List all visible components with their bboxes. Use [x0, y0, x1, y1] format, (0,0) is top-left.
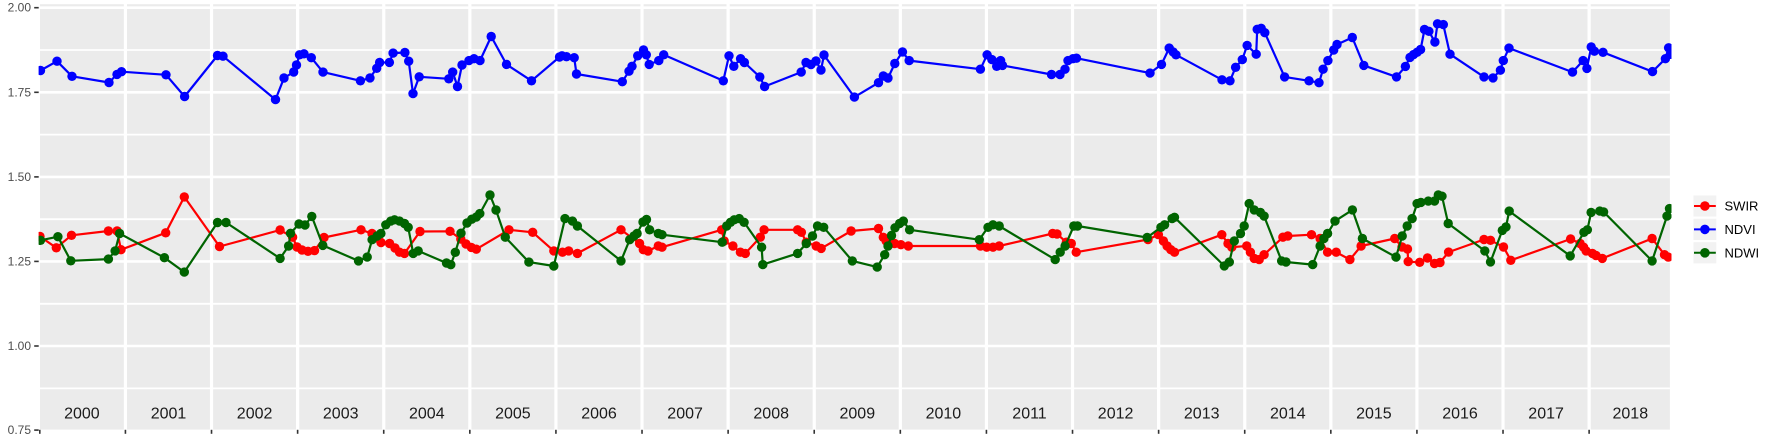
svg-text:2015: 2015 [1356, 406, 1392, 423]
svg-text:2012: 2012 [1098, 406, 1134, 423]
svg-text:1.75: 1.75 [8, 85, 32, 99]
svg-text:SWIR: SWIR [1725, 199, 1759, 214]
svg-text:2013: 2013 [1184, 406, 1220, 423]
svg-text:1.50: 1.50 [8, 170, 32, 184]
svg-text:2001: 2001 [151, 406, 187, 423]
svg-text:2004: 2004 [409, 406, 445, 423]
svg-text:2014: 2014 [1270, 406, 1306, 423]
svg-text:2002: 2002 [237, 406, 273, 423]
svg-text:NDVI: NDVI [1725, 222, 1756, 237]
svg-text:2.00: 2.00 [8, 1, 32, 15]
svg-text:2010: 2010 [926, 406, 962, 423]
svg-text:2000: 2000 [64, 406, 100, 423]
svg-text:2017: 2017 [1528, 406, 1564, 423]
svg-text:2006: 2006 [581, 406, 617, 423]
svg-text:2016: 2016 [1442, 406, 1478, 423]
svg-text:2011: 2011 [1012, 406, 1047, 423]
svg-text:2009: 2009 [840, 406, 876, 423]
svg-text:2005: 2005 [495, 406, 531, 423]
svg-text:NDWI: NDWI [1725, 245, 1760, 260]
svg-text:1.25: 1.25 [8, 254, 32, 268]
svg-text:1.00: 1.00 [8, 339, 32, 353]
svg-text:2007: 2007 [667, 406, 703, 423]
svg-text:2003: 2003 [323, 406, 359, 423]
svg-text:2008: 2008 [753, 406, 789, 423]
svg-text:0.75: 0.75 [8, 423, 32, 437]
svg-text:2018: 2018 [1613, 406, 1649, 423]
